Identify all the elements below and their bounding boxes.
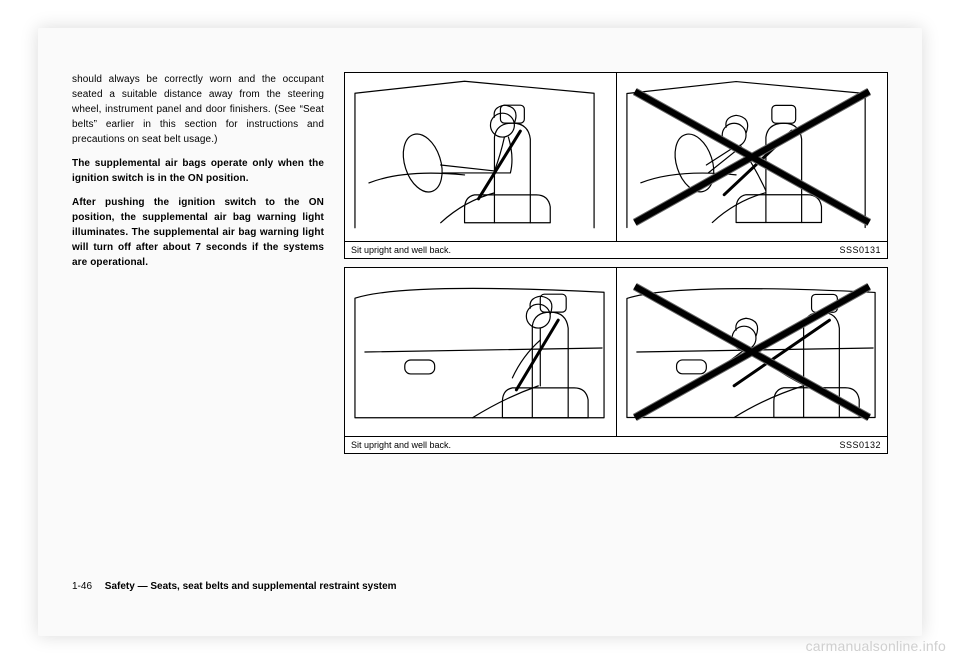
figure-panels <box>345 268 887 436</box>
panel-incorrect-driver <box>616 73 887 241</box>
figure-caption-bar: Sit upright and well back. SSS0131 <box>345 241 887 258</box>
figure-code: SSS0132 <box>839 440 881 450</box>
figure-column: Sit upright and well back. SSS0131 <box>344 72 888 462</box>
body-text-column: should always be correctly worn and the … <box>72 72 324 279</box>
figure-caption: Sit upright and well back. <box>351 440 451 450</box>
paragraph-2: The supplemental air bags operate only w… <box>72 156 324 186</box>
panel-correct-driver <box>345 73 616 241</box>
figure-caption: Sit upright and well back. <box>351 245 451 255</box>
figure-sss0131: Sit upright and well back. SSS0131 <box>344 72 888 259</box>
driver-correct-illustration <box>345 73 616 241</box>
paragraph-3: After pushing the ignition switch to the… <box>72 195 324 270</box>
page-content: should always be correctly worn and the … <box>72 72 888 592</box>
page-number: 1-46 <box>72 581 92 592</box>
figure-panels <box>345 73 887 241</box>
cross-out-icon <box>635 91 869 222</box>
watermark: carmanualsonline.info <box>806 638 946 654</box>
passenger-correct-illustration <box>345 268 616 436</box>
passenger-incorrect-illustration <box>617 268 887 436</box>
page-footer: 1-46 Safety — Seats, seat belts and supp… <box>72 581 397 592</box>
panel-incorrect-passenger <box>616 268 887 436</box>
figure-sss0132: Sit upright and well back. SSS0132 <box>344 267 888 454</box>
section-title: Safety — Seats, seat belts and supplemen… <box>105 581 397 592</box>
driver-incorrect-illustration <box>617 73 887 241</box>
paragraph-1: should always be correctly worn and the … <box>72 72 324 147</box>
figure-code: SSS0131 <box>839 245 881 255</box>
panel-correct-passenger <box>345 268 616 436</box>
figure-caption-bar: Sit upright and well back. SSS0132 <box>345 436 887 453</box>
